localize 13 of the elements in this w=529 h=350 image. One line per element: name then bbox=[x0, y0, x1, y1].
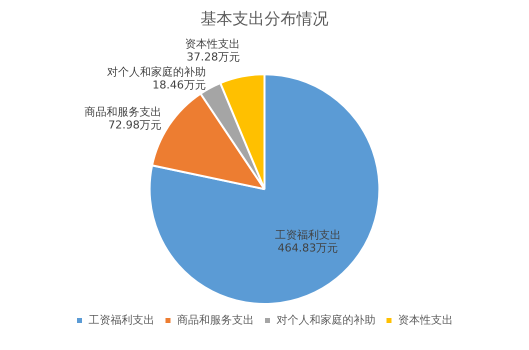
legend-label: 对个人和家庭的补助 bbox=[276, 313, 376, 326]
legend-label: 工资福利支出 bbox=[88, 313, 154, 326]
legend-label: 资本性支出 bbox=[398, 313, 453, 326]
legend-label: 商品和服务支出 bbox=[177, 313, 254, 326]
data-label: 18.46万元 bbox=[152, 78, 206, 92]
slice-label: 资本性支出 bbox=[185, 38, 240, 51]
data-label: 464.83万元 bbox=[278, 242, 338, 255]
slice-label: 商品和服务支出 bbox=[84, 105, 162, 118]
data-label: 37.28万元 bbox=[186, 50, 240, 64]
slice-label: 工资福利支出 bbox=[274, 228, 341, 242]
chart-title: 基本支出分布情况 bbox=[200, 8, 328, 28]
slice-label: 对个人和家庭的补助 bbox=[106, 66, 206, 79]
data-label: 72.98万元 bbox=[108, 118, 162, 132]
